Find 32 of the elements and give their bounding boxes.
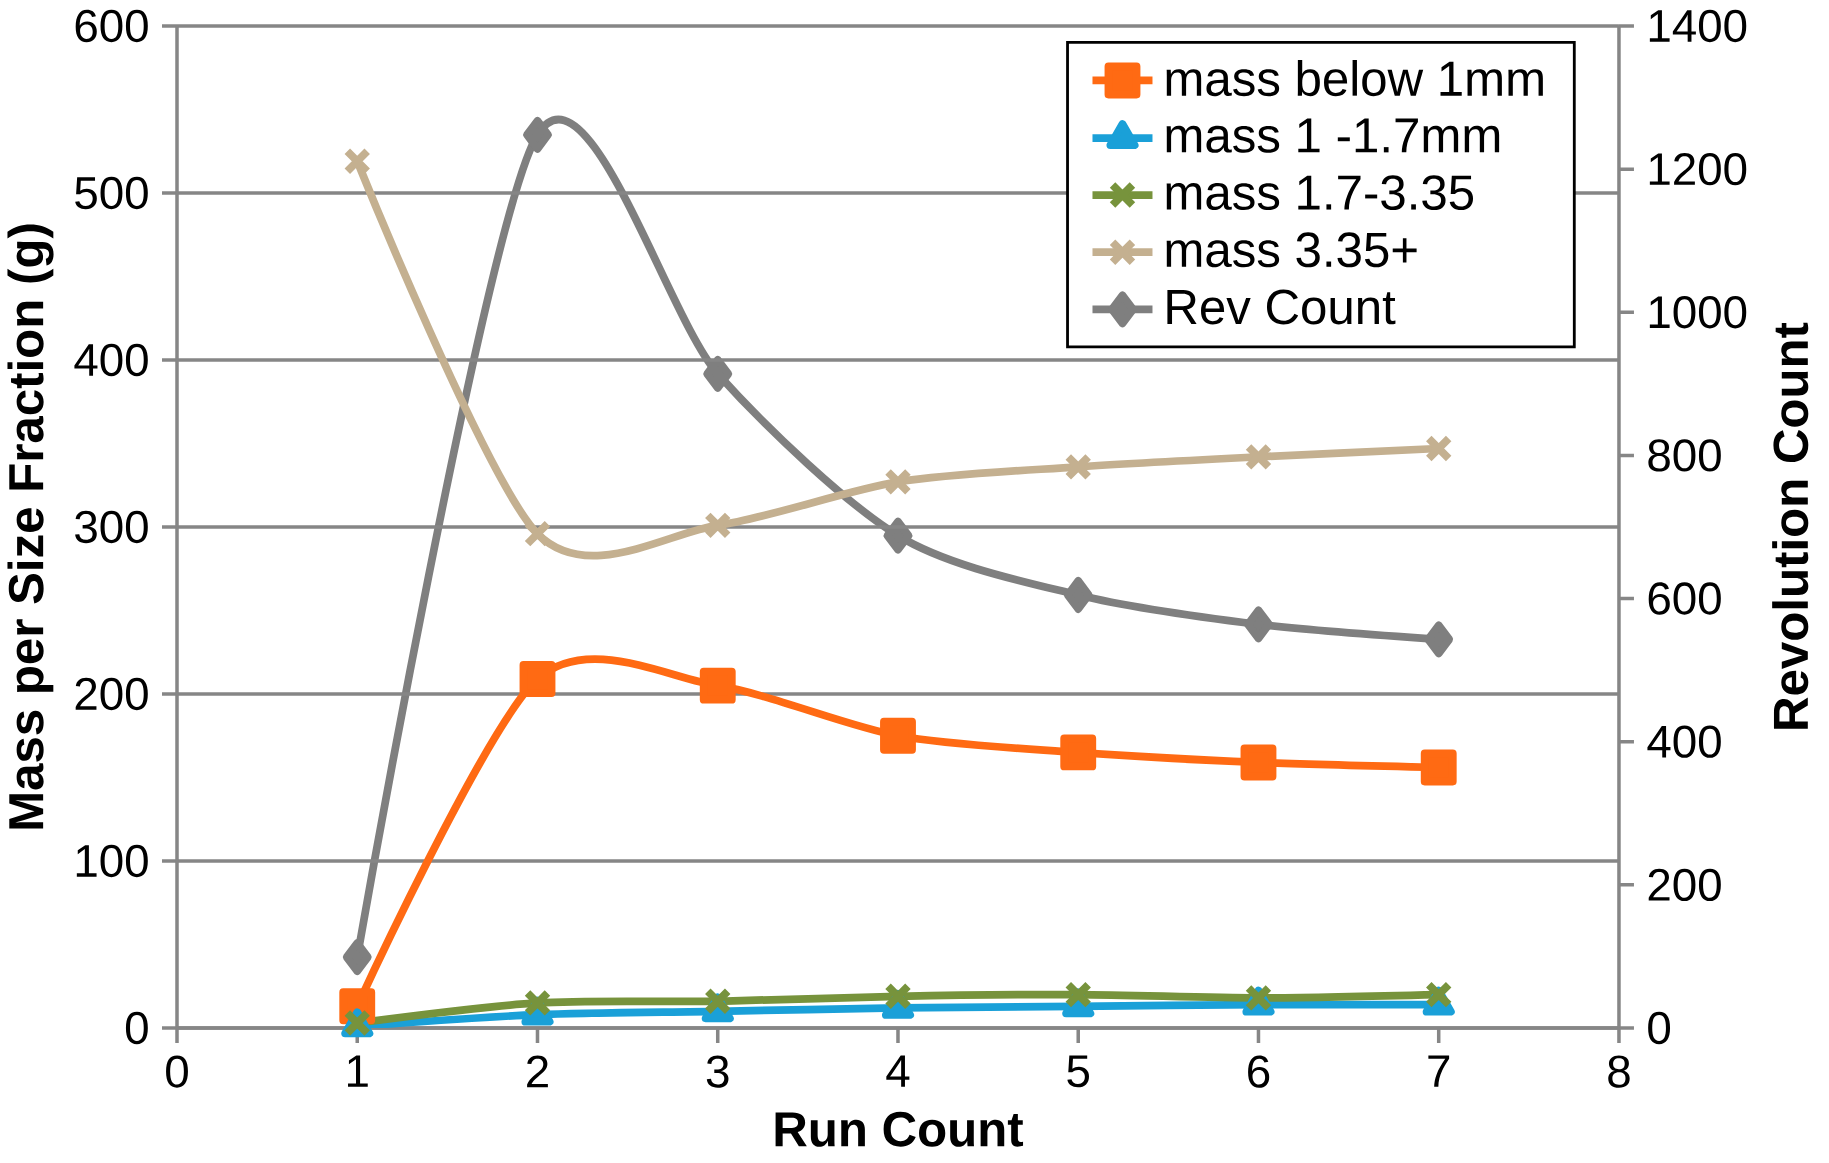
y2-tick-label: 0 bbox=[1648, 1011, 1671, 1045]
x-tick-label: 0 bbox=[166, 1055, 188, 1088]
y2-axis-title: Revolution Count bbox=[1772, 322, 1809, 729]
x-tick-label: 1 bbox=[348, 1055, 368, 1087]
y-tick-label: 0 bbox=[125, 1011, 148, 1045]
x-tick-label: 6 bbox=[1248, 1055, 1270, 1088]
y-tick-label: 100 bbox=[76, 844, 148, 878]
y2-tick-label: 400 bbox=[1647, 725, 1721, 758]
y-tick-label: 300 bbox=[75, 510, 148, 544]
x-tick-label: 4 bbox=[886, 1055, 910, 1087]
y-tick-label: 500 bbox=[75, 176, 148, 210]
x-axis-title: Run Count bbox=[775, 1111, 1024, 1147]
y2-tick-label: 1000 bbox=[1649, 296, 1747, 329]
y-tick-label: 600 bbox=[75, 9, 148, 43]
legend-label: Rev Count bbox=[1167, 289, 1396, 325]
x-tick-label: 7 bbox=[1428, 1055, 1450, 1087]
y2-tick-label: 1200 bbox=[1649, 152, 1747, 186]
x-tick-label: 5 bbox=[1067, 1055, 1090, 1088]
x-tick-label: 3 bbox=[706, 1055, 729, 1088]
y2-tick-label: 800 bbox=[1648, 439, 1721, 472]
x-tick-label: 8 bbox=[1608, 1055, 1630, 1088]
y2-tick-label: 1400 bbox=[1649, 9, 1747, 43]
y-tick-label: 200 bbox=[75, 677, 148, 711]
legend-label: mass 1.7-3.35 bbox=[1166, 175, 1474, 211]
y2-tick-label: 600 bbox=[1648, 582, 1721, 615]
legend-label: mass below 1mm bbox=[1166, 60, 1543, 97]
y-tick-label: 400 bbox=[74, 343, 148, 377]
y2-tick-label: 200 bbox=[1648, 868, 1721, 902]
legend-label: mass 1 -1.7mm bbox=[1166, 118, 1500, 153]
y-axis-title: Mass per Size Fraction (g) bbox=[7, 224, 54, 829]
x-tick-label: 2 bbox=[527, 1055, 548, 1088]
legend-label: mass 3.35+ bbox=[1166, 232, 1417, 268]
